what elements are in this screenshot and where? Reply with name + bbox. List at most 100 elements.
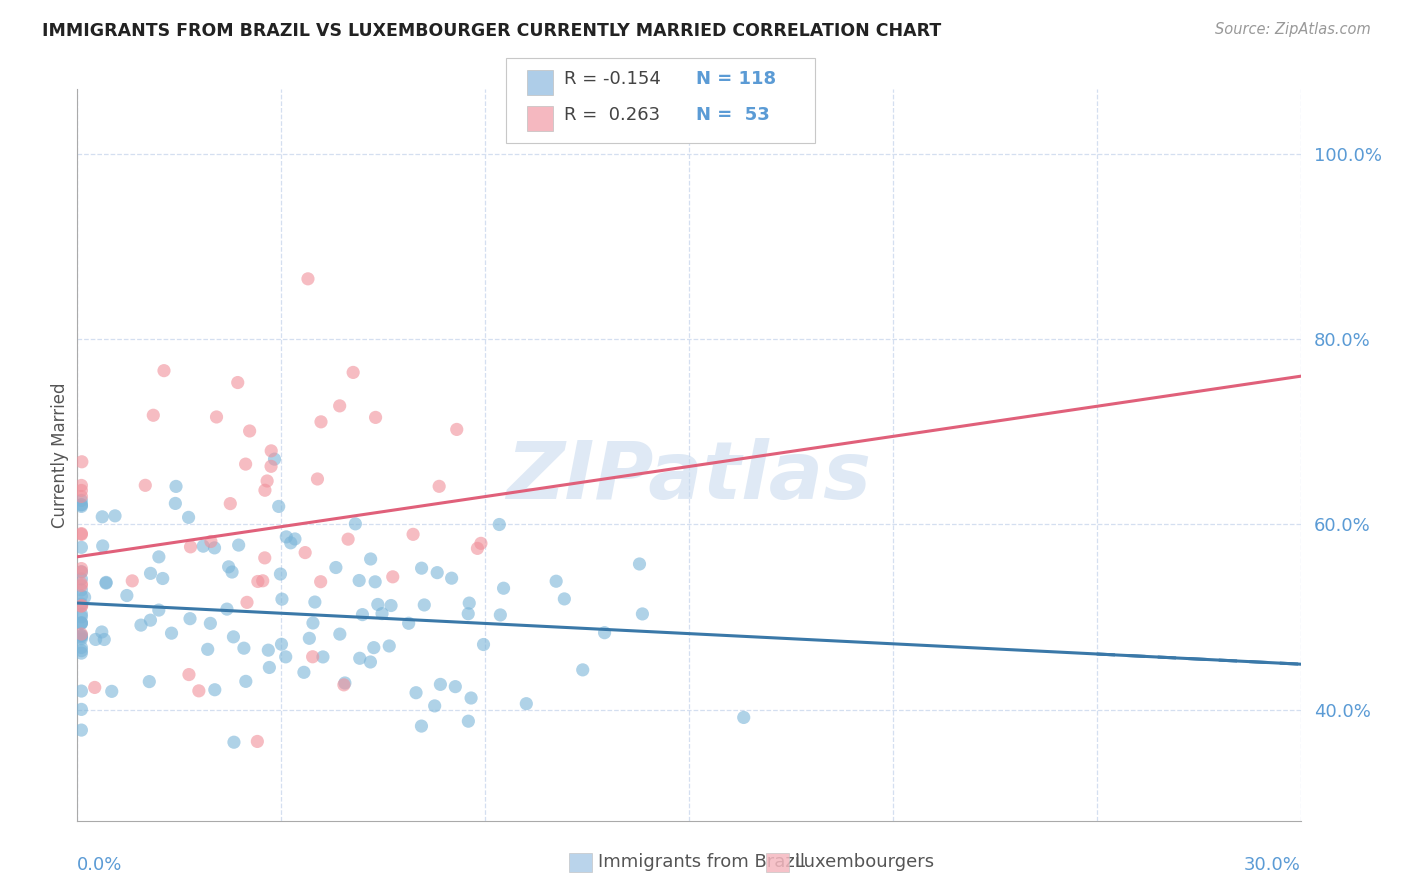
Point — [70, 493, 93, 508]
Point — [93, 632, 115, 647]
Point — [70, 498, 93, 512]
Point — [218, 559, 240, 574]
Point — [204, 682, 226, 697]
Text: R =  0.263: R = 0.263 — [564, 106, 659, 124]
Point — [139, 613, 162, 627]
Point — [405, 686, 427, 700]
Point — [371, 607, 394, 621]
Point — [257, 643, 280, 657]
Point — [84, 632, 107, 647]
Point — [411, 719, 433, 733]
Point — [222, 630, 245, 644]
Point — [70, 643, 93, 657]
Point — [200, 534, 222, 549]
Point — [260, 459, 283, 474]
Point — [70, 490, 93, 504]
Point — [297, 272, 319, 286]
Point — [205, 409, 228, 424]
Point — [256, 474, 278, 488]
Point — [139, 566, 162, 581]
Point — [489, 607, 512, 622]
Point — [70, 572, 93, 586]
Point — [70, 627, 93, 641]
Point — [292, 665, 315, 680]
Point — [91, 539, 114, 553]
Point — [142, 409, 165, 423]
Point — [70, 498, 93, 512]
Text: Luxembourgers: Luxembourgers — [794, 853, 935, 871]
Point — [236, 595, 259, 609]
Point — [280, 536, 302, 550]
Point — [121, 574, 143, 588]
Point — [593, 625, 616, 640]
Point — [197, 642, 219, 657]
Point — [70, 646, 93, 660]
Text: N =  53: N = 53 — [696, 106, 769, 124]
Point — [359, 655, 381, 669]
Point — [553, 591, 575, 606]
Point — [398, 616, 420, 631]
Point — [70, 615, 93, 630]
Point — [259, 660, 281, 674]
Point — [70, 684, 93, 698]
Point — [70, 578, 93, 592]
Point — [134, 478, 156, 492]
Point — [177, 667, 200, 681]
Point — [333, 678, 356, 692]
Point — [70, 616, 93, 631]
Point — [427, 479, 450, 493]
Point — [90, 625, 112, 640]
Point — [333, 676, 356, 690]
Point — [70, 565, 93, 579]
Point — [312, 649, 335, 664]
Point — [91, 509, 114, 524]
Point — [70, 599, 93, 614]
Point — [446, 422, 468, 436]
Point — [367, 598, 389, 612]
Point — [70, 561, 93, 575]
Point — [307, 472, 329, 486]
Point — [219, 497, 242, 511]
Point — [70, 526, 93, 541]
Point — [73, 591, 96, 605]
Point — [246, 734, 269, 748]
Point — [70, 541, 93, 555]
Point — [380, 599, 402, 613]
Point — [458, 596, 481, 610]
Point — [152, 572, 174, 586]
Text: IMMIGRANTS FROM BRAZIL VS LUXEMBOURGER CURRENTLY MARRIED CORRELATION CHART: IMMIGRANTS FROM BRAZIL VS LUXEMBOURGER C… — [42, 22, 942, 40]
Point — [309, 415, 332, 429]
Point — [153, 364, 176, 378]
Point — [571, 663, 593, 677]
Point — [628, 557, 651, 571]
Point — [70, 616, 93, 631]
Point — [70, 582, 93, 597]
Point — [70, 500, 93, 514]
Point — [70, 630, 93, 644]
Point — [226, 376, 249, 390]
Point — [429, 677, 451, 691]
Point — [204, 541, 226, 555]
Point — [364, 410, 387, 425]
Point — [271, 592, 294, 607]
Point — [304, 595, 326, 609]
Text: N = 118: N = 118 — [696, 70, 776, 88]
Point — [246, 574, 269, 589]
Point — [364, 574, 387, 589]
Point — [302, 615, 325, 630]
Point — [631, 607, 654, 621]
Point — [381, 570, 404, 584]
Point — [252, 574, 274, 588]
Point — [70, 576, 93, 591]
Point — [235, 674, 257, 689]
Point — [239, 424, 262, 438]
Point — [363, 640, 385, 655]
Point — [70, 607, 93, 621]
Point — [165, 479, 187, 493]
Point — [70, 597, 93, 611]
Point — [177, 510, 200, 524]
Point — [301, 649, 323, 664]
Point — [411, 561, 433, 575]
Point — [70, 632, 93, 646]
Text: Immigrants from Brazil: Immigrants from Brazil — [598, 853, 804, 871]
